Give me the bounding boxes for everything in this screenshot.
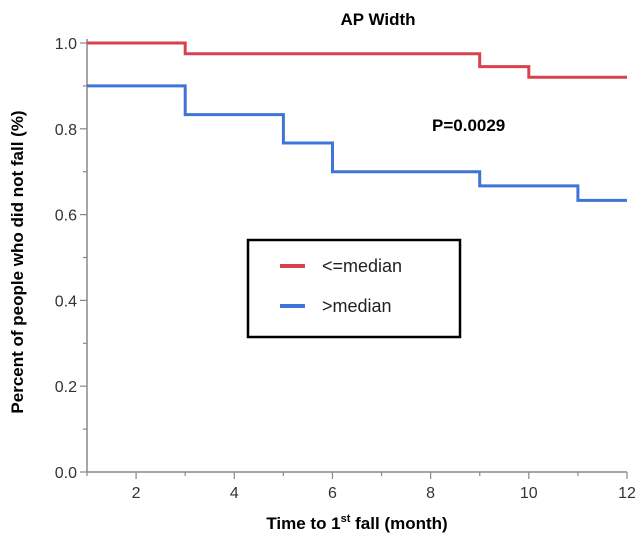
- p-value-annotation: P=0.0029: [432, 116, 505, 135]
- legend-label-gt-median: >median: [322, 296, 392, 316]
- x-axis-label: Time to 1st fall (month): [266, 513, 447, 533]
- series-line-gt-median: [87, 84, 627, 202]
- legend-box: [246, 238, 462, 339]
- y-tick-label: 0.6: [55, 208, 77, 225]
- y-tick-label: 0.0: [55, 465, 77, 482]
- x-tick-label: 10: [520, 485, 538, 502]
- y-tick-label: 1.0: [55, 36, 77, 53]
- axes: 0.0 0.2 0.4 0.6 0.8 1.0 2 4 6 8 10 12: [55, 36, 636, 502]
- legend: <=median >median: [246, 238, 462, 339]
- x-axis-label-main: Time to 1: [266, 514, 340, 533]
- x-tick-label: 8: [426, 485, 435, 502]
- x-tick-label: 2: [132, 485, 141, 502]
- chart-title: AP Width: [340, 10, 415, 29]
- x-axis-label-superscript: st: [341, 513, 351, 525]
- y-axis-label: Percent of people who did not fall (%): [8, 110, 27, 413]
- x-tick-label: 12: [618, 485, 636, 502]
- series-line-lte-median: [87, 41, 627, 79]
- x-tick-label: 4: [230, 485, 239, 502]
- x-axis-label-tail: fall (month): [350, 514, 447, 533]
- y-tick-label: 0.2: [55, 379, 77, 396]
- legend-label-lte-median: <=median: [322, 256, 402, 276]
- y-tick-label: 0.4: [55, 293, 77, 310]
- y-tick-label: 0.8: [55, 122, 77, 139]
- series-layer: [87, 41, 627, 202]
- x-tick-label: 6: [328, 485, 337, 502]
